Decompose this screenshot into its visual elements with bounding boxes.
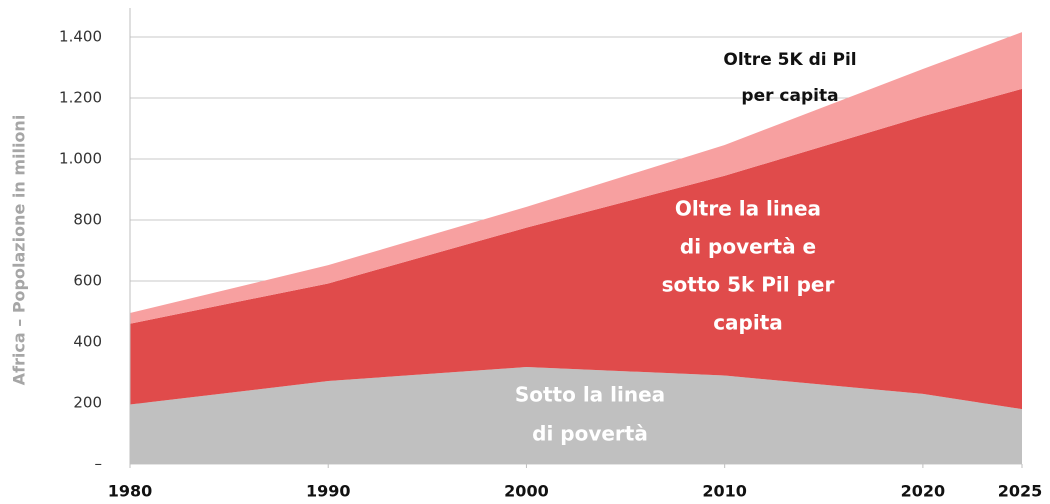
annotation: per capita bbox=[741, 86, 838, 106]
annotation: sotto 5k Pil per bbox=[662, 273, 835, 297]
area bbox=[130, 88, 1022, 410]
x-tick-label: 1980 bbox=[108, 482, 153, 501]
area bbox=[130, 367, 1022, 464]
y-tick-label: 1.000 bbox=[59, 150, 102, 168]
y-tick-label: 800 bbox=[73, 211, 102, 229]
annotation: di povertà e bbox=[680, 235, 816, 259]
x-tick-label: 2000 bbox=[504, 482, 549, 501]
annotation: di povertà bbox=[532, 422, 648, 446]
x-tick-label: 2025 bbox=[998, 482, 1043, 501]
annotation: capita bbox=[713, 311, 783, 335]
x-tick-label: 2010 bbox=[702, 482, 747, 501]
y-tick-label: 1.200 bbox=[59, 89, 102, 107]
annotation: Oltre la linea bbox=[675, 197, 821, 221]
area bbox=[130, 32, 1022, 324]
y-tick-label: – bbox=[95, 455, 103, 473]
x-tick-label: 1990 bbox=[306, 482, 351, 501]
y-tick-label: 600 bbox=[73, 272, 102, 290]
y-tick-label: 1.400 bbox=[59, 28, 102, 46]
x-tick-label: 2020 bbox=[901, 482, 946, 501]
y-tick-label: 200 bbox=[73, 394, 102, 412]
y-axis-label: Africa – Popolazione in milioni bbox=[10, 115, 29, 386]
annotation: Oltre 5K di Pil bbox=[723, 50, 856, 70]
annotation: Sotto la linea bbox=[515, 383, 665, 407]
y-tick-label: 400 bbox=[73, 333, 102, 351]
